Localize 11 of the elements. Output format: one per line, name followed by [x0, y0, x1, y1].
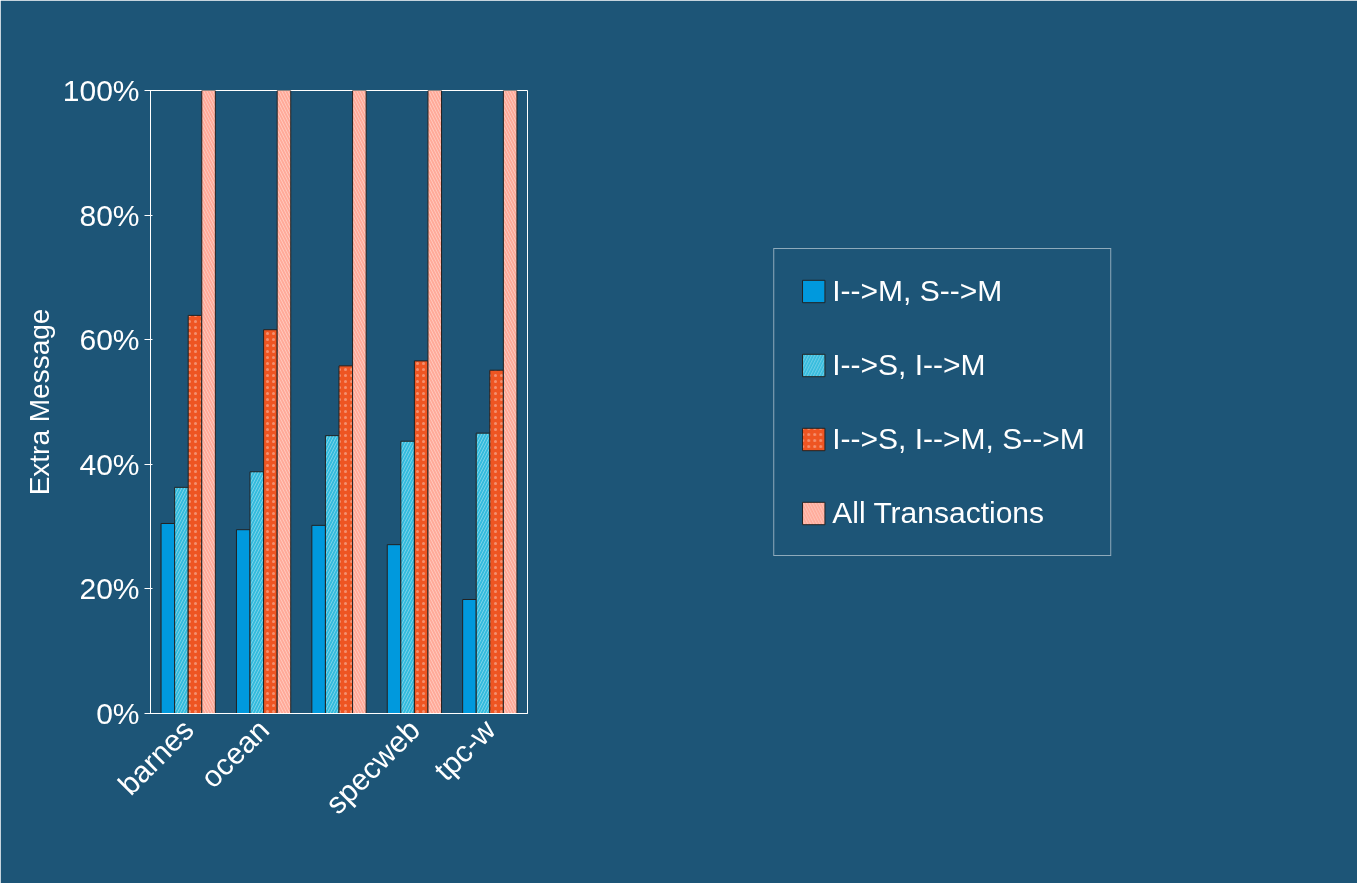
- y-tick-label: 40%: [79, 447, 140, 481]
- y-tick-label: 60%: [79, 323, 140, 357]
- legend-label: I-->M, S-->M: [832, 273, 1003, 308]
- legend-label: All Transactions: [832, 495, 1045, 530]
- y-tick-label: 80%: [79, 198, 140, 232]
- y-tick-label: 20%: [79, 572, 140, 606]
- y-tick-label: 100%: [62, 74, 140, 107]
- y-tick-label: 0%: [96, 697, 140, 730]
- legend-label: I-->S, I-->M: [832, 347, 986, 382]
- y-axis-title: Extra Message: [23, 308, 55, 496]
- legend-label: I-->S, I-->M, S-->M: [832, 421, 1085, 456]
